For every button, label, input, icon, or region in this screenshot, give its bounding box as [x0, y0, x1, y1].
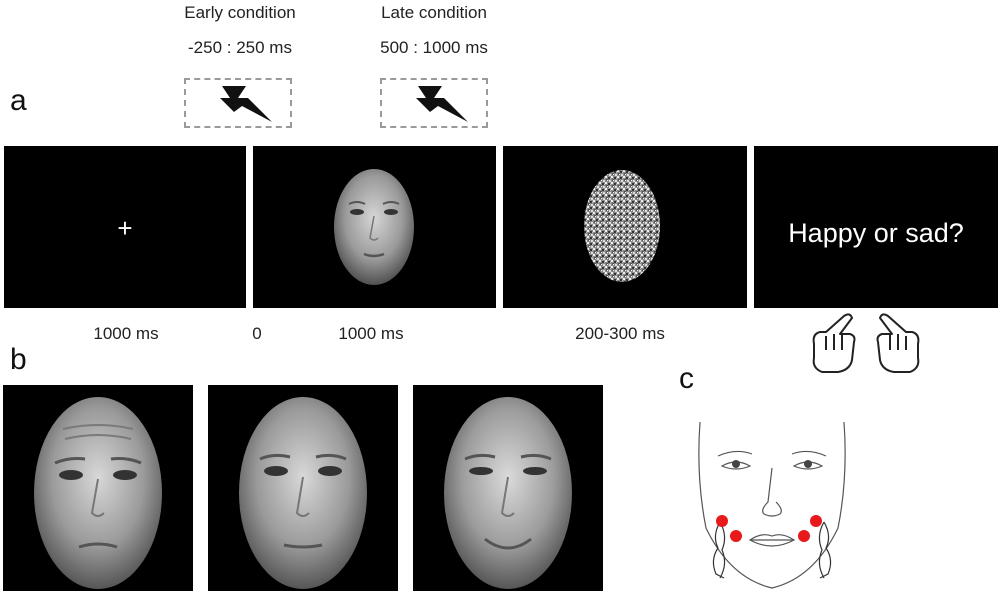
- neutral-face: [239, 397, 367, 589]
- response-hands-icon: [812, 313, 920, 373]
- right-pupil: [804, 460, 812, 468]
- early-condition-box: [184, 78, 292, 128]
- fixation-cross: +: [117, 213, 133, 243]
- question-screen: Happy or sad?: [754, 146, 998, 308]
- timing-fixation: 1000 ms: [93, 324, 159, 343]
- electrode-zygomaticus-left: [716, 515, 728, 527]
- happy-face: [444, 397, 572, 589]
- panel-b-letter: b: [10, 343, 27, 376]
- lightning-icon: [220, 86, 272, 122]
- late-condition-window: 500 : 1000 ms: [380, 38, 488, 57]
- electrode-face-drawing: [698, 421, 846, 589]
- electrode-zygomaticus-right: [810, 515, 822, 527]
- sad-face-panel: [3, 385, 193, 591]
- question-text: Happy or sad?: [788, 218, 964, 248]
- early-condition-title: Early condition: [184, 3, 296, 22]
- noise-mask: [584, 170, 660, 282]
- left-pupil: [732, 460, 740, 468]
- late-condition-title: Late condition: [381, 3, 487, 22]
- electrode-zygomaticus-left-2: [730, 530, 742, 542]
- electrode-zygomaticus-right-2: [798, 530, 810, 542]
- face-screen: [253, 146, 496, 308]
- lightning-icon: [416, 86, 468, 122]
- panel-c-letter: c: [679, 362, 694, 395]
- timing-face: 1000 ms: [338, 324, 404, 343]
- timing-mask: 200-300 ms: [575, 324, 665, 343]
- neutral-face-panel: [208, 385, 398, 591]
- sad-face: [34, 397, 162, 589]
- timing-face-onset: 0: [252, 324, 262, 343]
- panel-a-letter: a: [10, 84, 27, 117]
- early-condition-window: -250 : 250 ms: [188, 38, 292, 57]
- late-condition-box: [380, 78, 488, 128]
- mask-screen: [503, 146, 747, 308]
- happy-face-panel: [413, 385, 603, 591]
- fixation-screen: +: [4, 146, 246, 308]
- face-stimulus: [334, 169, 414, 285]
